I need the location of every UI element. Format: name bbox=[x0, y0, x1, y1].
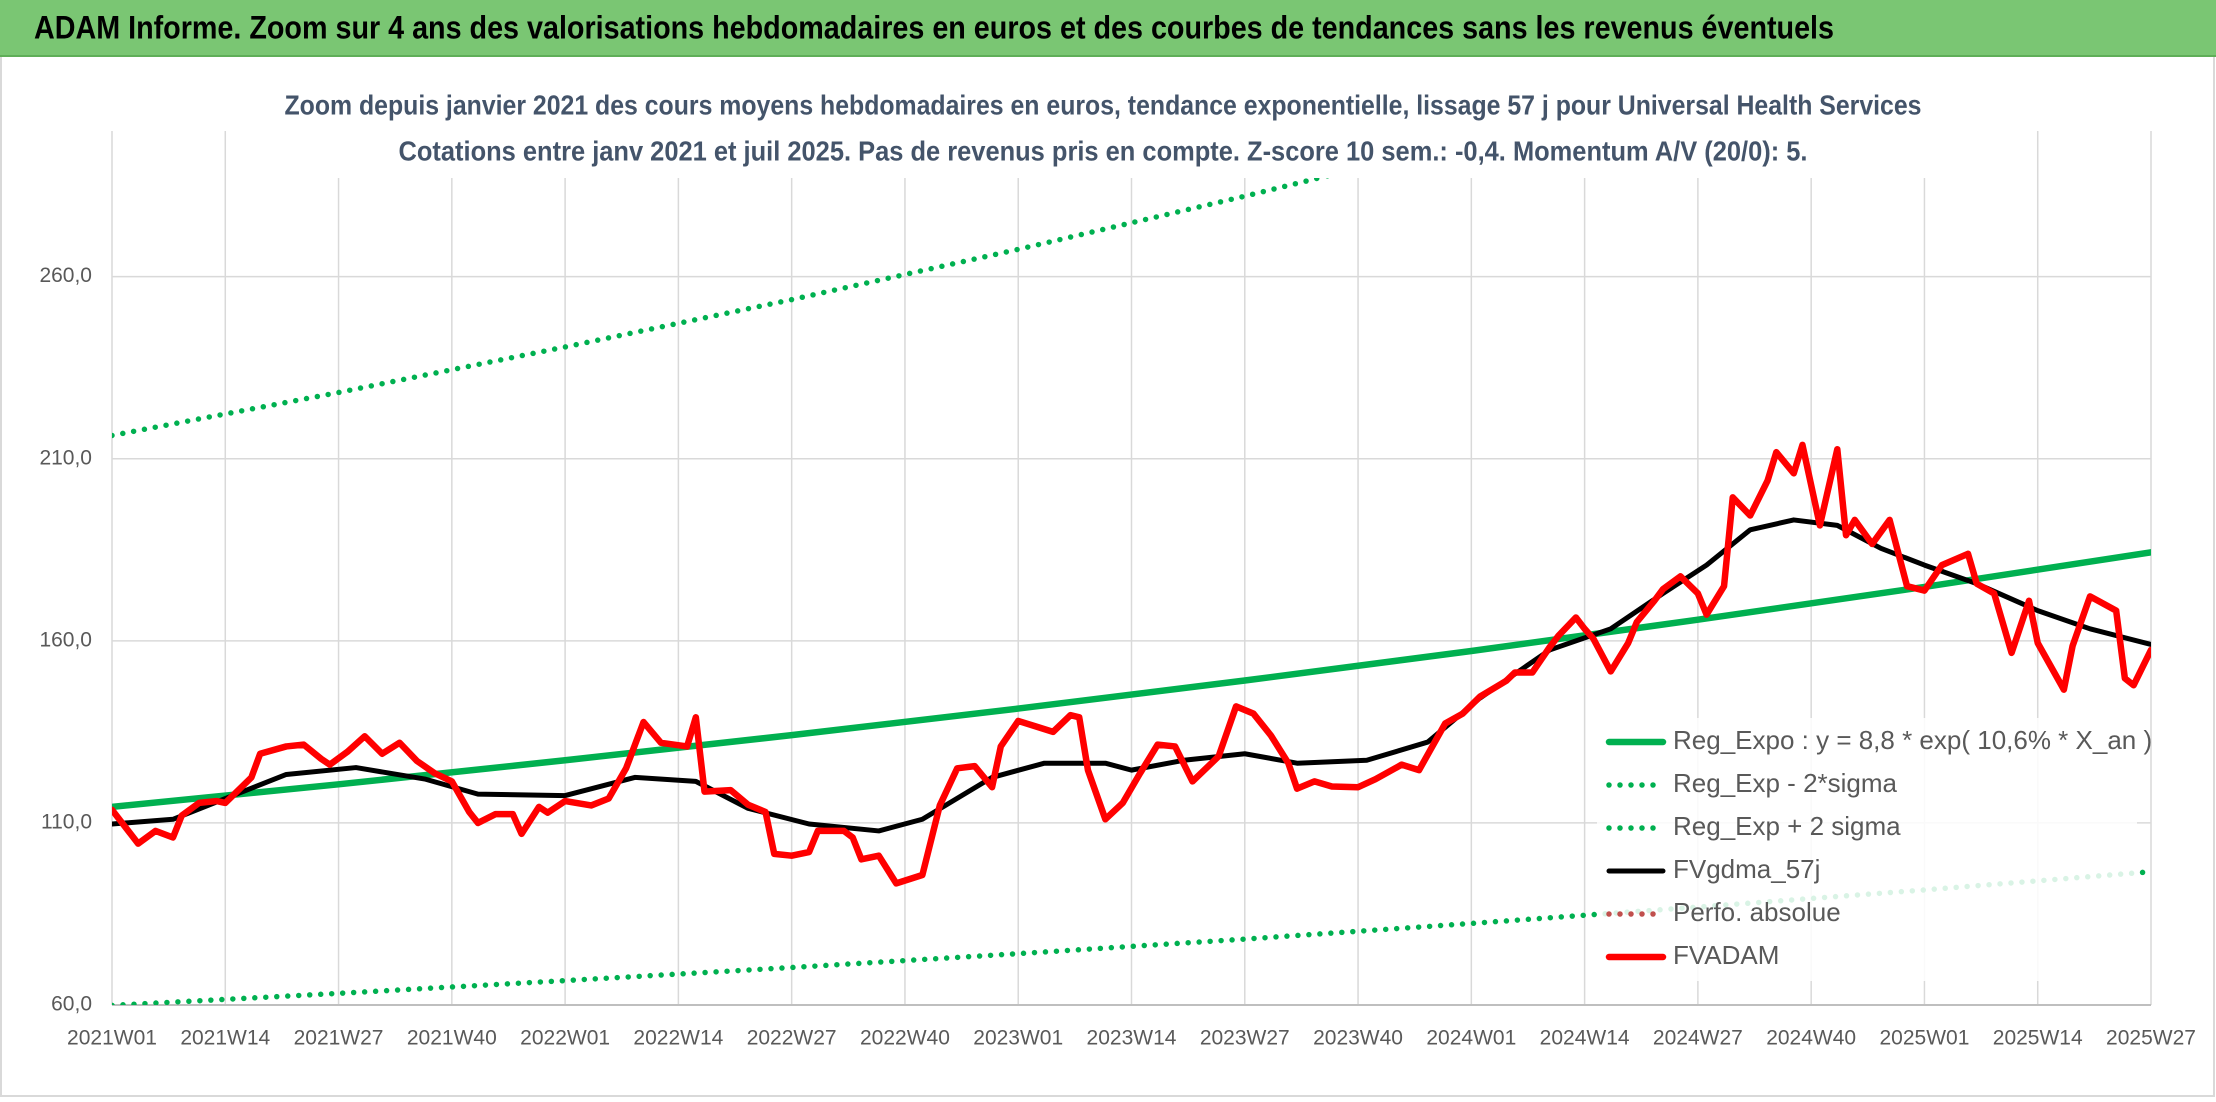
legend-label: Perfo. absolue bbox=[1673, 897, 1841, 927]
page-title: ADAM Informe. Zoom sur 4 ans des valoris… bbox=[34, 9, 1834, 45]
chart-title: Zoom depuis janvier 2021 des cours moyen… bbox=[285, 89, 1922, 120]
series-line bbox=[112, 441, 2151, 887]
y-tick-label: 260,0 bbox=[39, 264, 92, 287]
x-tick-label: 2025W27 bbox=[2106, 1027, 2196, 1050]
y-tick-label: 210,0 bbox=[39, 446, 92, 469]
x-tick-label: 2024W01 bbox=[1426, 1027, 1516, 1050]
x-tick-label: 2022W14 bbox=[633, 1027, 723, 1050]
x-tick-label: 2024W40 bbox=[1766, 1027, 1856, 1050]
legend-label: Reg_Exp + 2 sigma bbox=[1673, 811, 1901, 841]
legend-label: FVgdma_57j bbox=[1673, 854, 1820, 884]
x-tick-label: 2022W01 bbox=[520, 1027, 610, 1050]
y-tick-label: 60,0 bbox=[51, 993, 92, 1016]
x-tick-label: 2023W14 bbox=[1087, 1027, 1177, 1050]
x-tick-label: 2025W14 bbox=[1993, 1027, 2083, 1050]
x-tick-label: 2023W27 bbox=[1200, 1027, 1290, 1050]
x-tick-label: 2021W14 bbox=[180, 1027, 270, 1050]
series-line bbox=[112, 549, 2151, 811]
x-tick-label: 2022W40 bbox=[860, 1027, 950, 1050]
grid: 60,0 110,0 160,0 210,0 260,0 2021W01 2021W14 20… bbox=[39, 131, 2196, 1050]
y-tick-label: 160,0 bbox=[39, 628, 92, 651]
x-tick-label: 2021W27 bbox=[294, 1027, 384, 1050]
x-tick-label: 2021W01 bbox=[67, 1027, 157, 1050]
y-tick-label: 110,0 bbox=[41, 810, 92, 833]
header-bar bbox=[0, 0, 2216, 56]
legend-label: FVADAM bbox=[1673, 940, 1779, 970]
legend-label: Reg_Expo : y = 8,8 * exp( 10,6% * X_an ) bbox=[1673, 725, 2152, 755]
x-tick-label: 2024W14 bbox=[1540, 1027, 1630, 1050]
legend-box bbox=[1597, 718, 2137, 981]
legend-label: Reg_Exp - 2*sigma bbox=[1673, 768, 1898, 798]
x-tick-label: 2023W01 bbox=[973, 1027, 1063, 1050]
chart-subtitle: Cotations entre janv 2021 et juil 2025. … bbox=[399, 135, 1808, 166]
x-tick-label: 2023W40 bbox=[1313, 1027, 1403, 1050]
legend: Reg_Expo : y = 8,8 * exp( 10,6% * X_an )… bbox=[1597, 718, 2152, 981]
x-tick-label: 2021W40 bbox=[407, 1027, 497, 1050]
x-tick-label: 2024W27 bbox=[1653, 1027, 1743, 1050]
x-tick-label: 2025W01 bbox=[1879, 1027, 1969, 1050]
title-box bbox=[283, 82, 1929, 178]
x-tick-label: 2022W27 bbox=[747, 1027, 837, 1050]
